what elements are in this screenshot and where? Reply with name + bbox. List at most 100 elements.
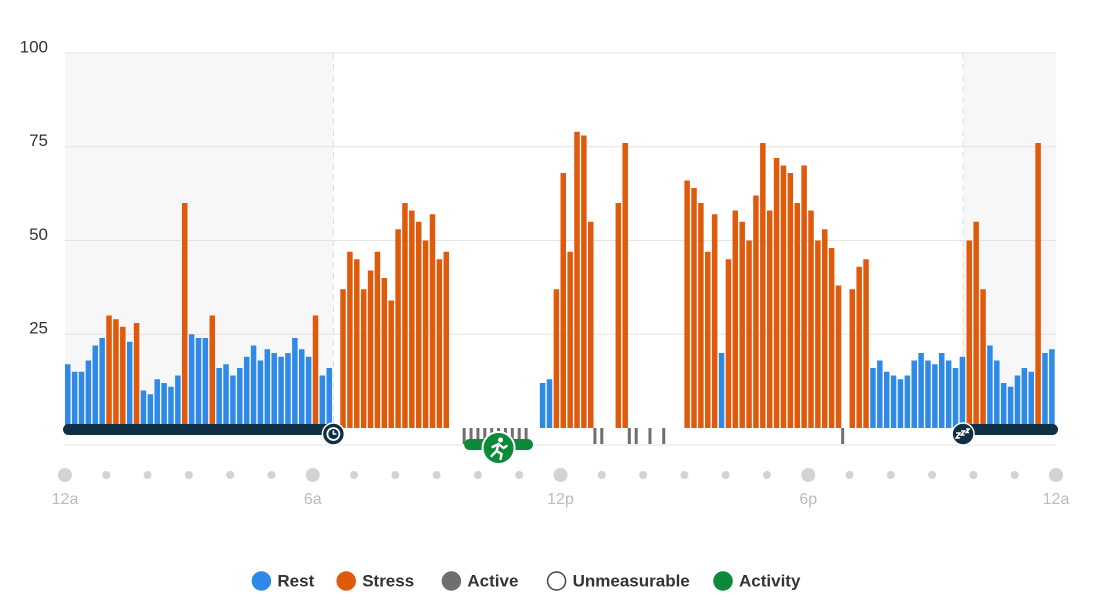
bar	[1042, 353, 1048, 428]
bar	[973, 221, 979, 428]
bar	[787, 173, 794, 428]
x-tick-label: 12a	[52, 491, 79, 508]
bar	[918, 353, 924, 428]
hour-dot	[226, 471, 235, 479]
bar	[581, 135, 587, 428]
bar	[298, 349, 305, 428]
hour-dot	[886, 471, 895, 479]
bar	[85, 360, 92, 428]
bar	[994, 360, 1000, 428]
hour-dot	[969, 471, 978, 479]
bar	[257, 360, 264, 428]
bar	[863, 259, 869, 428]
active-tick	[483, 428, 487, 444]
bar	[691, 188, 697, 428]
bar	[78, 371, 85, 428]
x-tick-label: 6a	[304, 491, 322, 508]
sleep-icon	[951, 422, 975, 446]
bar	[966, 240, 973, 428]
bar	[92, 345, 99, 428]
bar	[436, 259, 443, 428]
bar	[216, 368, 222, 428]
bar	[1049, 349, 1055, 428]
bar	[925, 360, 931, 428]
legend-swatch	[336, 571, 356, 591]
legend-label: Unmeasurable	[573, 571, 690, 590]
bar	[312, 315, 319, 428]
bar	[794, 203, 800, 428]
bar	[622, 143, 628, 428]
hour-dot	[473, 471, 482, 479]
x-tick-dot	[305, 468, 320, 482]
bar	[106, 315, 112, 428]
clock-hands	[332, 430, 337, 435]
x-tick-dot	[58, 468, 72, 482]
x-tick-label: 12a	[1043, 491, 1070, 508]
bar	[849, 289, 856, 428]
active-tick	[517, 428, 521, 444]
hour-dot	[762, 471, 771, 479]
hour-dot	[515, 471, 524, 479]
hour-dot	[597, 471, 606, 479]
hour-dot	[721, 471, 730, 479]
bar	[1035, 143, 1041, 428]
bar	[354, 259, 360, 428]
hour-dot	[267, 471, 276, 479]
bar	[1007, 386, 1014, 428]
bar	[780, 165, 787, 428]
zzz	[954, 428, 971, 439]
bar	[154, 379, 160, 428]
hour-dot	[102, 471, 111, 479]
legend-label: Activity	[739, 571, 801, 590]
legend-swatch	[251, 571, 272, 591]
bar	[113, 319, 119, 428]
bar	[422, 240, 429, 428]
bar	[402, 203, 408, 428]
bar	[250, 345, 257, 428]
hour-dot	[184, 471, 193, 479]
bar	[381, 278, 388, 428]
bar	[65, 364, 71, 428]
bar	[305, 356, 312, 428]
bar	[209, 315, 216, 428]
bar	[388, 300, 394, 428]
bar	[711, 214, 718, 428]
bar	[753, 195, 759, 428]
bar	[959, 356, 966, 428]
clock-face	[326, 427, 341, 441]
y-tick-label: 75	[29, 131, 48, 150]
bar	[698, 203, 704, 428]
bar	[815, 240, 821, 428]
bar	[567, 251, 573, 428]
bar	[195, 338, 202, 428]
active-tick	[634, 428, 638, 444]
bar	[987, 345, 993, 428]
bar	[443, 251, 450, 428]
bar	[409, 210, 415, 428]
active-tick	[627, 428, 631, 444]
bar	[120, 326, 126, 428]
bar	[367, 270, 374, 428]
active-tick	[469, 428, 473, 444]
bar	[347, 251, 353, 428]
active-tick	[524, 428, 528, 444]
bar	[175, 375, 181, 428]
active-tick	[600, 428, 604, 444]
bar	[1014, 375, 1021, 428]
bar	[223, 364, 229, 428]
y-tick-label: 25	[29, 319, 48, 338]
bar	[237, 368, 243, 428]
bar	[546, 379, 553, 428]
bar	[133, 323, 140, 428]
bar	[574, 131, 580, 428]
bar	[278, 356, 284, 428]
bar	[725, 259, 732, 428]
bar	[980, 289, 986, 428]
bar	[553, 289, 560, 428]
activity-icon	[481, 431, 516, 465]
bar	[760, 143, 766, 428]
bar	[932, 364, 938, 428]
hour-dot	[680, 471, 689, 479]
legend-label: Active	[467, 571, 518, 590]
